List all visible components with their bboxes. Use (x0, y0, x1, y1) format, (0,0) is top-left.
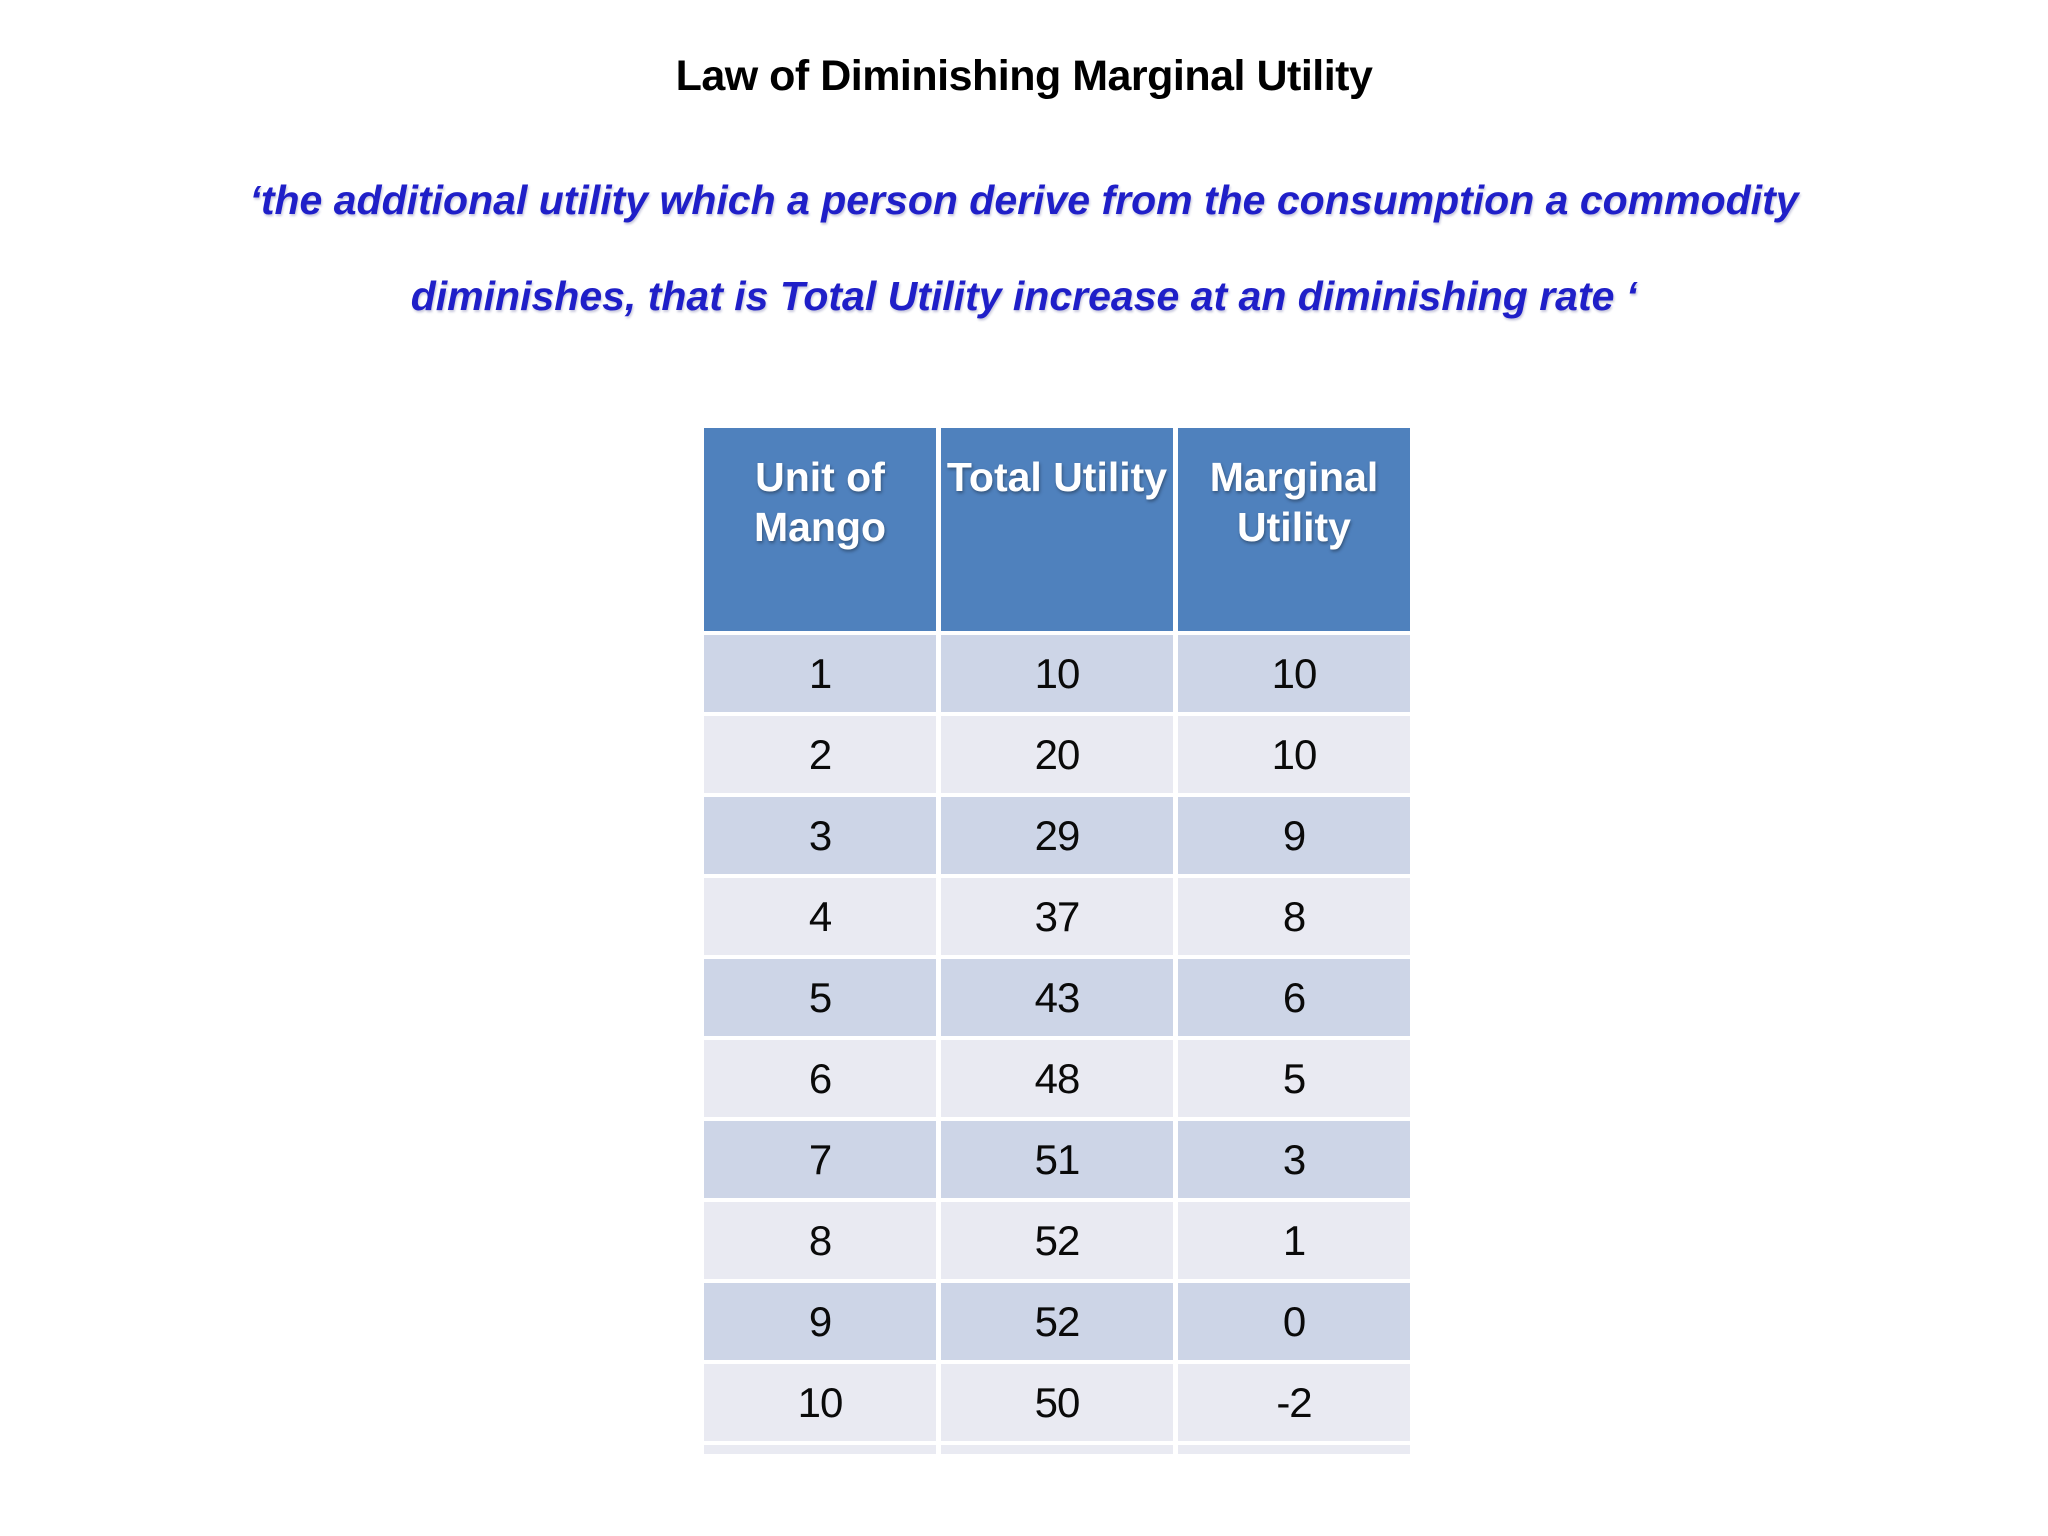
header-cell-marginal-utility: Marginal Utility (1178, 428, 1410, 631)
table-bottom-strip-cell (941, 1445, 1173, 1454)
table-cell: 9 (704, 1283, 936, 1360)
table-cell: -2 (1178, 1364, 1410, 1441)
table-cell: 5 (1178, 1040, 1410, 1117)
table-cell: 6 (704, 1040, 936, 1117)
header-cell-unit-of-mango: Unit of Mango (704, 428, 936, 631)
table-cell: 4 (704, 878, 936, 955)
table-bottom-strip-cell (704, 1445, 936, 1454)
table-cell: 51 (941, 1121, 1173, 1198)
quote: ‘the additional utility which a person d… (124, 152, 1924, 344)
table-cell: 8 (704, 1202, 936, 1279)
table-row: 10 50 -2 (704, 1364, 1410, 1441)
table-row: 8 52 1 (704, 1202, 1410, 1279)
table-body: 1 10 10 2 20 10 3 29 9 4 37 8 5 43 6 6 48 5 7 51 3 8 52 1 9 52 0 10… (704, 635, 1410, 1441)
table-cell: 37 (941, 878, 1173, 955)
table-cell: 9 (1178, 797, 1410, 874)
table-cell: 2 (704, 716, 936, 793)
table-header-row: Unit of Mango Total Utility Marginal Uti… (704, 428, 1410, 631)
table-cell: 8 (1178, 878, 1410, 955)
table-bottom-strip (704, 1445, 1410, 1454)
table-cell: 3 (1178, 1121, 1410, 1198)
table-cell: 0 (1178, 1283, 1410, 1360)
table-cell: 6 (1178, 959, 1410, 1036)
table-row: 6 48 5 (704, 1040, 1410, 1117)
table-cell: 52 (941, 1283, 1173, 1360)
table-row: 7 51 3 (704, 1121, 1410, 1198)
table-cell: 10 (704, 1364, 936, 1441)
table-cell: 20 (941, 716, 1173, 793)
table-cell: 52 (941, 1202, 1173, 1279)
table-cell: 10 (1178, 716, 1410, 793)
table-cell: 7 (704, 1121, 936, 1198)
table-cell: 50 (941, 1364, 1173, 1441)
table-bottom-strip-cell (1178, 1445, 1410, 1454)
table-cell: 29 (941, 797, 1173, 874)
page-title: Law of Diminishing Marginal Utility (675, 52, 1373, 100)
quote-line-2: diminishes, that is Total Utility increa… (410, 273, 1638, 319)
table-row: 3 29 9 (704, 797, 1410, 874)
table-row: 2 20 10 (704, 716, 1410, 793)
table-row: 1 10 10 (704, 635, 1410, 712)
table-cell: 48 (941, 1040, 1173, 1117)
header-cell-total-utility: Total Utility (941, 428, 1173, 631)
table-row: 5 43 6 (704, 959, 1410, 1036)
table-row: 9 52 0 (704, 1283, 1410, 1360)
table-cell: 3 (704, 797, 936, 874)
table-cell: 10 (1178, 635, 1410, 712)
utility-table: Unit of Mango Total Utility Marginal Uti… (704, 428, 1410, 1454)
table-cell: 5 (704, 959, 936, 1036)
table-row: 4 37 8 (704, 878, 1410, 955)
quote-line-1: ‘the additional utility which a person d… (249, 177, 1799, 223)
table-cell: 1 (704, 635, 936, 712)
table-cell: 10 (941, 635, 1173, 712)
table-cell: 43 (941, 959, 1173, 1036)
table-cell: 1 (1178, 1202, 1410, 1279)
